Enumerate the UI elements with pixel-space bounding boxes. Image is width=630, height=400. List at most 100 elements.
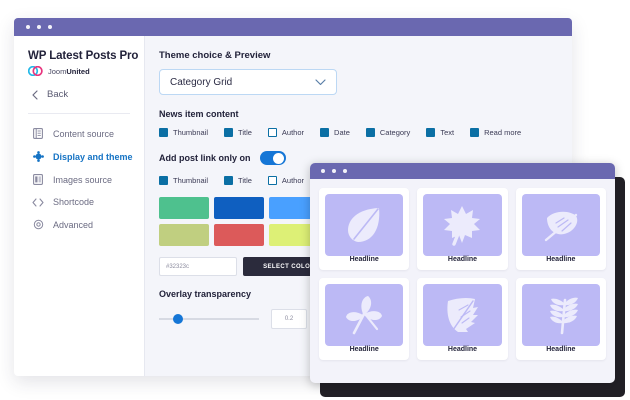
preview-thumbnail	[521, 194, 600, 256]
checkbox-box	[470, 128, 480, 137]
toggle-knob	[273, 152, 284, 164]
gear-icon	[32, 219, 44, 230]
checkbox-label: Author	[281, 128, 305, 137]
checkbox-title[interactable]: Title	[224, 128, 252, 137]
preview-titlebar-dot-1	[321, 169, 325, 173]
sidebar-item-advanced[interactable]: Advanced	[14, 213, 144, 236]
color-swatch[interactable]	[159, 224, 209, 246]
checkbox-box	[426, 128, 436, 137]
preview-card[interactable]: Headline	[417, 278, 508, 360]
preview-thumbnail	[423, 284, 502, 346]
overlay-transparency-row: 0.2	[159, 309, 572, 329]
checkbox-read-more[interactable]: Read more	[470, 128, 521, 137]
admin-titlebar	[14, 18, 572, 36]
leaf-trifoliate-icon	[346, 296, 383, 335]
slider-handle[interactable]	[173, 314, 183, 324]
preview-card[interactable]: Headline	[417, 188, 508, 270]
code-icon	[32, 197, 44, 207]
feather-leaf-icon	[544, 211, 578, 242]
back-label: Back	[47, 89, 69, 100]
preview-card[interactable]: Headline	[319, 278, 410, 360]
sidebar-item-label: Content source	[53, 128, 115, 139]
post-link-label: Add post link only on	[159, 153, 251, 163]
sidebar-item-label: Advanced	[53, 219, 94, 230]
palette-icon	[32, 151, 44, 162]
joomunited-logo-icon	[28, 66, 43, 76]
news-item-checkbox-row: Thumbnail Title Author Date	[159, 128, 572, 137]
preview-card[interactable]: Headline	[319, 188, 410, 270]
color-swatch[interactable]	[214, 197, 264, 219]
color-swatch[interactable]	[269, 224, 319, 246]
preview-card-headline: Headline	[349, 346, 379, 353]
theme-select-value: Category Grid	[170, 76, 233, 88]
sidebar-item-shortcode[interactable]: Shortcode	[14, 191, 144, 213]
overlay-transparency-value-box[interactable]: 0.2	[271, 309, 307, 329]
preview-card[interactable]: Headline	[515, 188, 606, 270]
color-swatch[interactable]	[159, 197, 209, 219]
checkbox-label: Category	[379, 128, 411, 137]
preview-card-headline: Headline	[447, 256, 478, 263]
leaf-serrated-icon	[447, 297, 479, 332]
image-icon	[32, 174, 44, 185]
checkbox-box	[159, 176, 168, 185]
post-link-checkbox-row: Thumbnail Title Author	[159, 176, 572, 185]
preview-card-headline: Headline	[546, 256, 576, 263]
checkbox-box	[224, 176, 234, 185]
admin-body: WP Latest Posts Pro JoomUnited Back	[14, 36, 572, 376]
news-item-title: News item content	[159, 109, 239, 119]
checkbox-box	[267, 128, 277, 137]
brand-title: WP Latest Posts Pro	[28, 50, 139, 62]
document-icon	[32, 128, 44, 139]
checkbox-label: Date	[334, 128, 350, 137]
titlebar-dot-1	[26, 25, 30, 29]
overlay-transparency-title: Overlay transparency	[159, 289, 252, 299]
checkbox-label: Title	[238, 128, 252, 137]
select-color-label: SELECT COLOR	[263, 263, 315, 270]
brand-sub-prefix: Joom	[48, 66, 67, 76]
brand-subtitle: JoomUnited	[14, 62, 144, 76]
sidebar-divider	[28, 113, 130, 114]
preview-thumbnail	[521, 284, 600, 346]
sidebar-item-content-source[interactable]: Content source	[14, 122, 144, 145]
theme-select[interactable]: Category Grid	[159, 69, 337, 95]
checkbox-box	[267, 176, 277, 185]
sidebar-item-display-and-theme[interactable]: Display and theme	[14, 145, 144, 168]
checkbox-date[interactable]: Date	[320, 128, 350, 137]
checkbox-text[interactable]: Text	[426, 128, 454, 137]
preview-window: Headline Headline	[310, 163, 615, 383]
checkbox-box	[159, 128, 168, 137]
overlay-transparency-value: 0.2	[284, 316, 294, 322]
checkbox-box	[365, 128, 375, 137]
preview-card-headline: Headline	[546, 346, 576, 353]
checkbox-link-thumbnail[interactable]: Thumbnail	[159, 176, 208, 185]
hex-color-input[interactable]: #32323c	[159, 257, 237, 276]
checkbox-label: Thumbnail	[173, 128, 209, 137]
checkbox-link-author[interactable]: Author	[267, 176, 304, 185]
checkbox-category[interactable]: Category	[365, 128, 411, 137]
preview-card-headline: Headline	[447, 346, 478, 353]
checkbox-thumbnail[interactable]: Thumbnail	[159, 128, 208, 137]
preview-card[interactable]: Headline	[515, 278, 606, 360]
sidebar-item-images-source[interactable]: Images source	[14, 168, 144, 191]
overlay-transparency-slider[interactable]	[159, 314, 259, 324]
color-swatch[interactable]	[269, 197, 319, 219]
chevron-left-icon	[32, 89, 38, 100]
color-swatch[interactable]	[214, 224, 264, 246]
checkbox-link-title[interactable]: Title	[224, 176, 252, 185]
titlebar-dot-3	[48, 25, 52, 29]
checkbox-box	[320, 128, 330, 137]
post-link-row: Add post link only on	[159, 151, 572, 165]
post-link-toggle[interactable]	[259, 151, 286, 165]
titlebar-dot-2	[37, 25, 41, 29]
sidebar-item-label: Images source	[53, 174, 113, 185]
checkbox-box	[224, 128, 234, 137]
back-button[interactable]: Back	[14, 76, 144, 113]
checkbox-label: Thumbnail	[173, 176, 209, 185]
preview-thumbnail	[423, 194, 502, 256]
theme-section-title: Theme choice & Preview	[159, 50, 271, 61]
preview-card-grid: Headline Headline	[310, 179, 615, 365]
sidebar-item-label: Shortcode	[53, 197, 95, 207]
brand-subtitle-text: JoomUnited	[48, 67, 90, 76]
checkbox-author[interactable]: Author	[267, 128, 305, 137]
